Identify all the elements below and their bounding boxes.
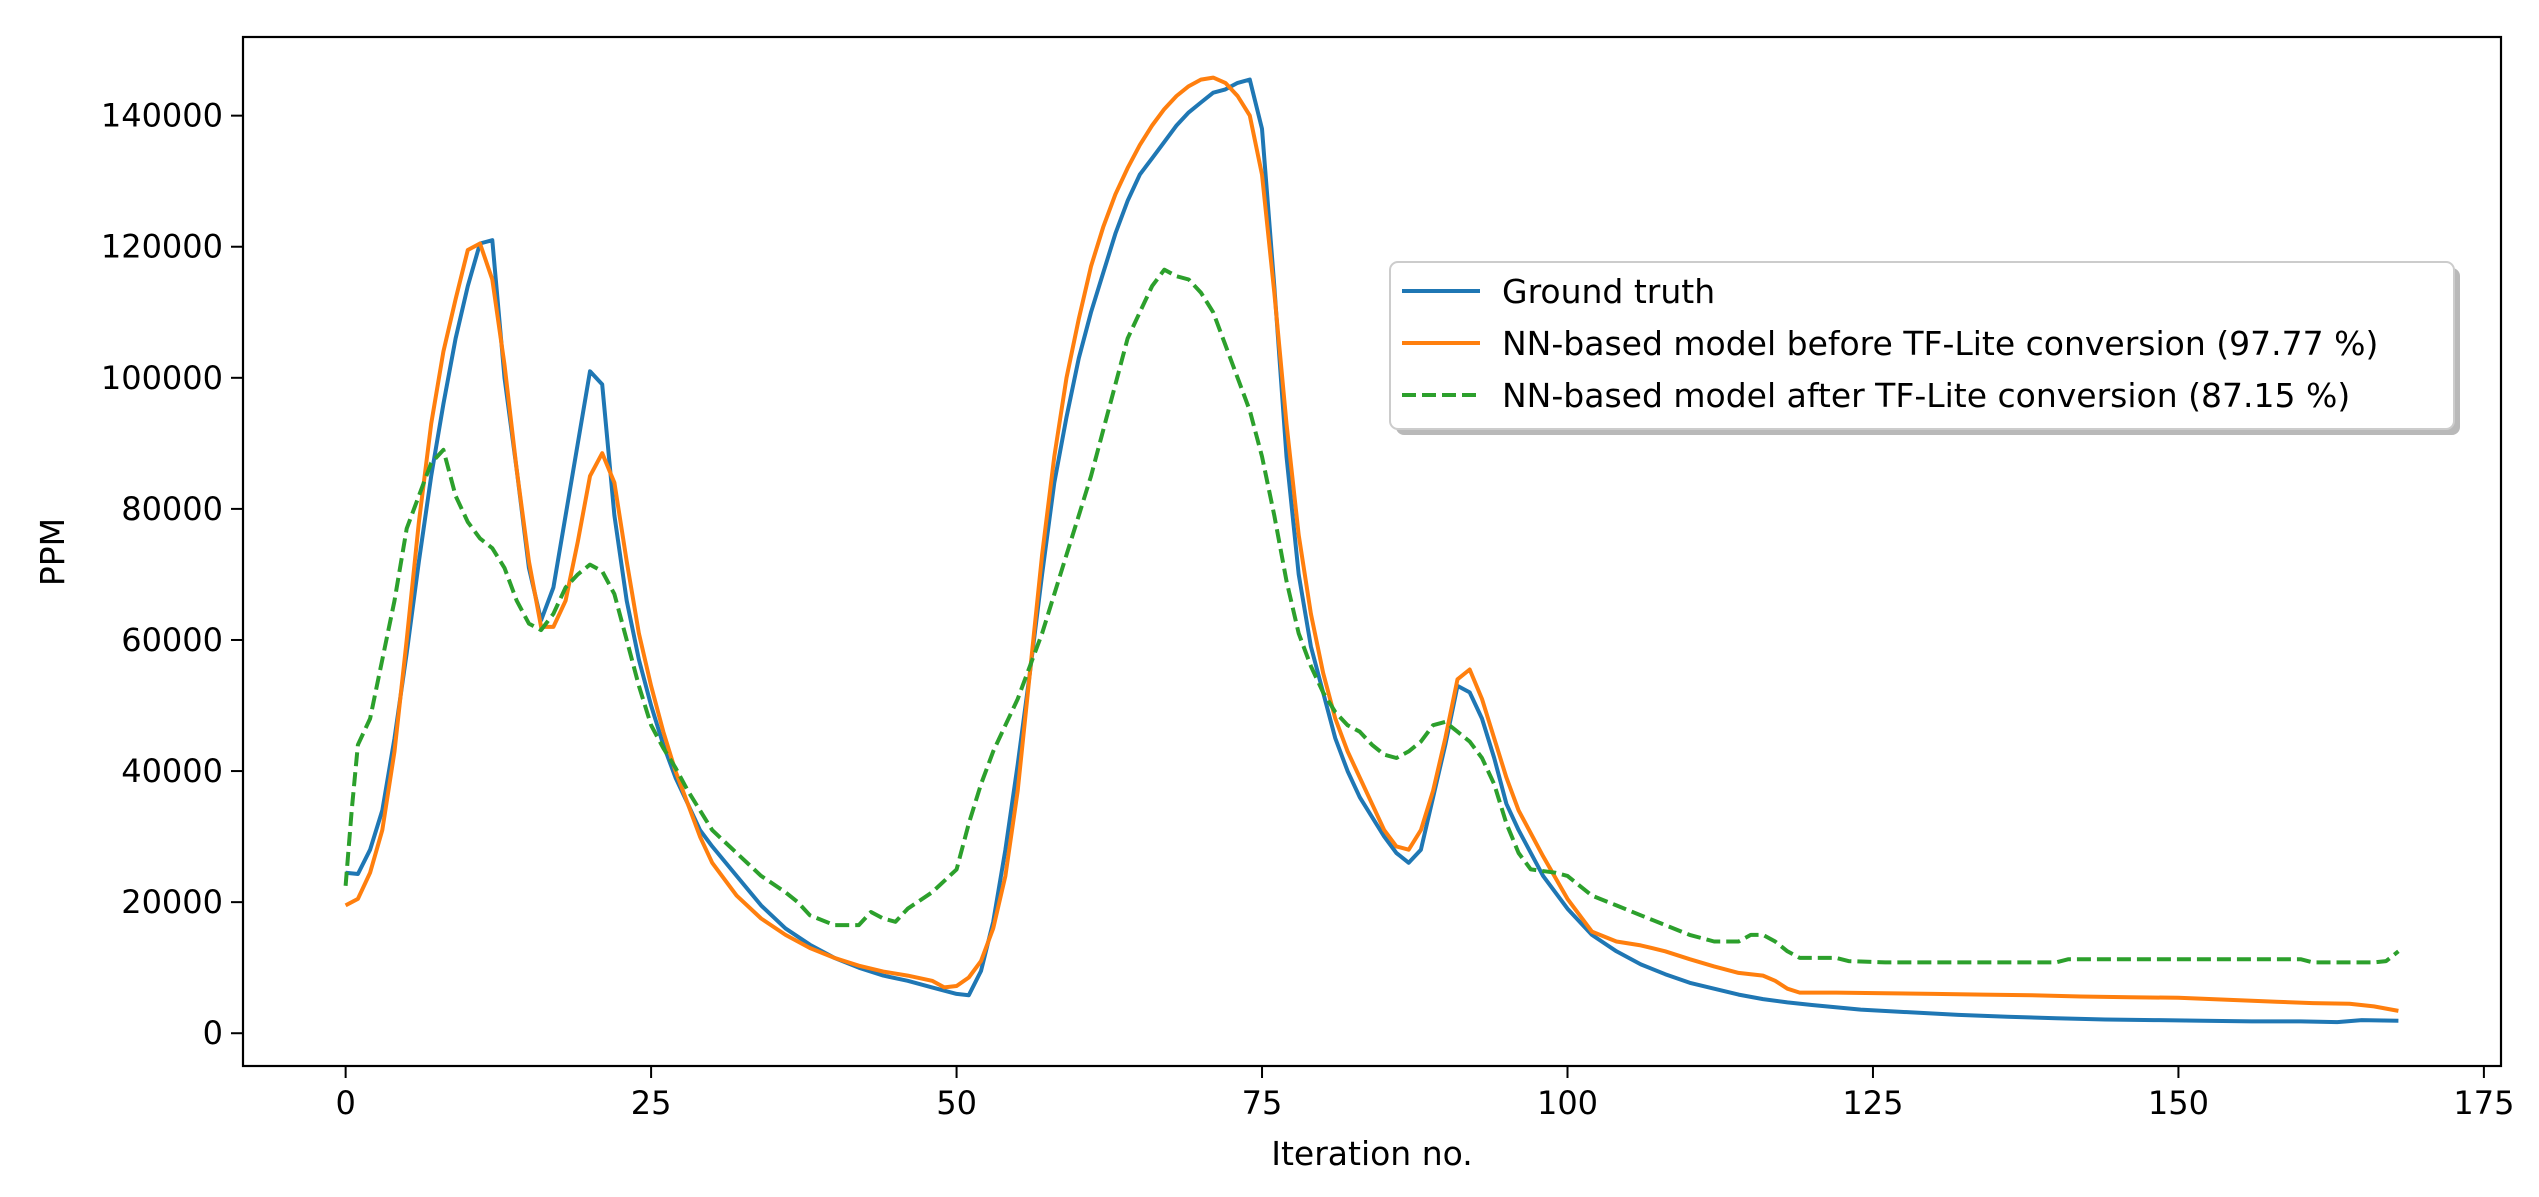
y-tick-label: 80000 xyxy=(121,490,223,528)
y-tick-label: 20000 xyxy=(121,883,223,921)
legend-label-ground-truth: Ground truth xyxy=(1502,272,1715,311)
y-tick-label: 0 xyxy=(203,1014,223,1052)
y-tick-label: 60000 xyxy=(121,621,223,659)
y-axis-label: PPM xyxy=(33,518,72,586)
x-tick-label: 0 xyxy=(335,1084,355,1122)
y-tick-label: 100000 xyxy=(101,359,223,397)
legend-label-after-conversion: NN-based model after TF-Lite conversion … xyxy=(1502,376,2350,415)
legend-label-before-conversion: NN-based model before TF-Lite conversion… xyxy=(1502,324,2378,363)
legend-box xyxy=(1389,261,2455,430)
x-tick-label: 75 xyxy=(1242,1084,1283,1122)
y-tick-label: 140000 xyxy=(101,97,223,135)
x-tick-label: 100 xyxy=(1537,1084,1598,1122)
y-tick-label: 120000 xyxy=(101,228,223,266)
legend: Ground truth NN-based model before TF-Li… xyxy=(1389,261,2460,435)
x-tick-label: 50 xyxy=(936,1084,977,1122)
plot-lines xyxy=(343,75,2400,1025)
y-tick-label: 40000 xyxy=(121,752,223,790)
series-line-ground-truth xyxy=(345,77,2399,1025)
x-tick-label: 125 xyxy=(1842,1084,1903,1122)
y-axis: 0 20000 40000 60000 80000 100000 120000 140000 xyxy=(101,97,243,1052)
x-tick-label: 150 xyxy=(2148,1084,2209,1122)
series-line-nn-based-model-after-tf-lite-conversion- xyxy=(343,267,2400,965)
x-tick-label: 25 xyxy=(631,1084,672,1122)
plot-frame xyxy=(241,35,2503,1068)
x-axis: 0 25 50 75 100 125 150 175 xyxy=(335,1066,2514,1122)
x-tick-label: 175 xyxy=(2453,1084,2514,1122)
x-axis-label: Iteration no. xyxy=(1271,1134,1472,1173)
series-line-nn-based-model-before-tf-lite-conversion xyxy=(344,75,2399,1013)
